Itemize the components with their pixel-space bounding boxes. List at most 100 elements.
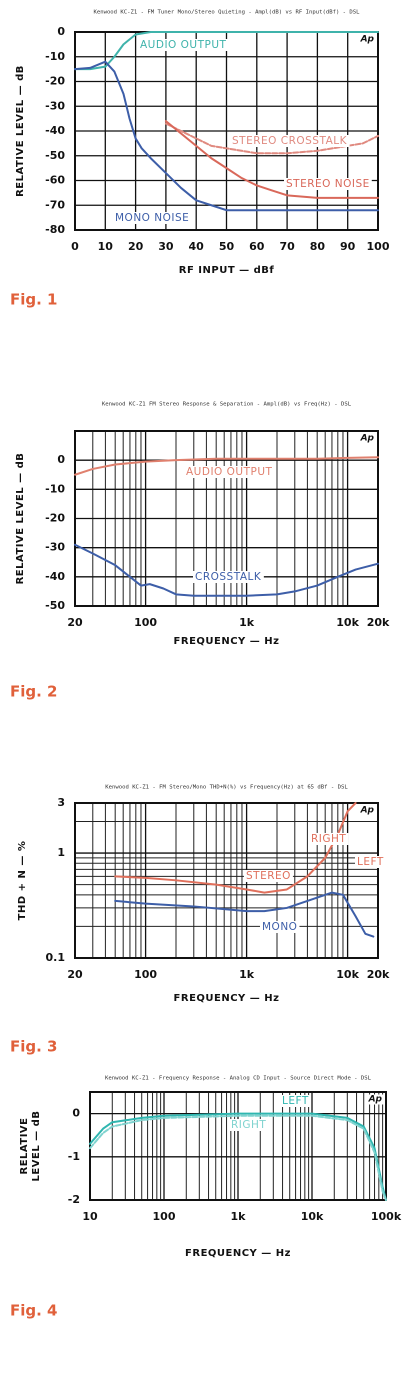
x-tick-label: 20k	[367, 616, 390, 629]
label-background	[355, 856, 386, 868]
x-tick-label: 1k	[231, 1210, 247, 1223]
x-tick-label: 10k	[301, 1210, 324, 1223]
y-axis-label: THD + N — %	[17, 841, 28, 921]
label-background	[280, 1095, 311, 1107]
y-tick-label: 1	[57, 846, 65, 859]
label-background	[138, 39, 229, 51]
y-tick-label: -50	[45, 149, 65, 162]
logo: Ap	[360, 434, 375, 444]
x-tick-label: 100k	[371, 1210, 402, 1223]
y-axis-label: RELATIVE	[19, 1118, 30, 1175]
x-tick-label: 50	[219, 240, 235, 253]
x-axis-label: RF INPUT — dBf	[179, 265, 275, 276]
series-label: AUDIO OUTPUT	[186, 466, 273, 478]
x-tick-label: 0	[71, 240, 79, 253]
x-tick-label: 20k	[367, 968, 390, 981]
series-label: MONO NOISE	[115, 212, 189, 224]
x-tick-label: 100	[134, 616, 157, 629]
x-tick-label: 80	[310, 240, 326, 253]
chart-title: Kenwood KC-Z1 FM Stereo Response & Separ…	[102, 402, 352, 408]
label-background	[184, 466, 275, 478]
x-axis-label: FREQUENCY — Hz	[174, 636, 280, 647]
y-tick-label: 0	[57, 453, 65, 466]
x-tick-label: 100	[134, 968, 157, 981]
chart-title: Kenwood KC-Z1 - Frequency Response - Ana…	[105, 1076, 372, 1082]
x-tick-label: 90	[340, 240, 356, 253]
label-background	[229, 1119, 269, 1131]
y-tick-label: -10	[45, 50, 65, 63]
annotation: RIGHT	[311, 833, 346, 845]
label-background	[244, 870, 293, 882]
label-background	[309, 833, 349, 845]
y-axis-label: RELATIVE LEVEL — dB	[15, 65, 26, 197]
x-axis-label: FREQUENCY — Hz	[174, 993, 280, 1004]
series-label: LEFT	[282, 1095, 309, 1107]
y-tick-label: -60	[45, 174, 65, 187]
label-background	[230, 135, 350, 147]
y-tick-label: -50	[45, 599, 65, 612]
chart-title: Kenwood KC-Z1 - FM Stereo/Mono THD+N(%) …	[105, 785, 348, 791]
x-tick-label: 10	[98, 240, 114, 253]
x-tick-label: 20	[67, 616, 83, 629]
y-tick-label: -80	[45, 223, 65, 236]
x-tick-label: 100	[367, 240, 390, 253]
y-tick-label: 0	[57, 25, 65, 38]
label-background	[260, 921, 300, 933]
series-label: AUDIO OUTPUT	[140, 39, 227, 51]
figure-caption: Fig. 3	[10, 1038, 57, 1056]
x-tick-label: 20	[128, 240, 144, 253]
x-tick-label: 100	[153, 1210, 176, 1223]
label-background	[193, 571, 264, 583]
x-tick-label: 40	[189, 240, 205, 253]
series-line	[89, 1112, 387, 1201]
x-tick-label: 10k	[336, 616, 359, 629]
series-line	[164, 120, 379, 199]
y-tick-label: 0.1	[46, 951, 66, 964]
label-background	[357, 34, 377, 45]
plot-frame	[74, 802, 379, 959]
series-label: CROSSTALK	[195, 571, 262, 583]
x-tick-label: 10k	[336, 968, 359, 981]
x-tick-label: 10	[82, 1210, 98, 1223]
series-line	[74, 31, 379, 71]
series-line	[74, 60, 379, 212]
logo: Ap	[360, 806, 375, 816]
series-label: STEREO	[246, 870, 291, 882]
y-tick-label: -10	[45, 482, 65, 495]
y-tick-label: -40	[45, 124, 65, 137]
x-tick-label: 60	[249, 240, 265, 253]
x-tick-label: 20	[67, 968, 83, 981]
series-line	[114, 802, 357, 894]
annotation: LEFT	[357, 856, 384, 868]
series-label: MONO	[262, 921, 297, 933]
y-tick-label: -30	[45, 541, 65, 554]
x-tick-label: 1k	[239, 616, 255, 629]
label-background	[365, 1094, 385, 1105]
plot-frame	[89, 1091, 387, 1201]
y-axis-label: RELATIVE LEVEL — dB	[15, 453, 26, 585]
y-tick-label: 3	[57, 796, 65, 809]
figure-caption: Fig. 4	[10, 1302, 57, 1320]
x-tick-label: 30	[158, 240, 174, 253]
series-line	[89, 1114, 387, 1201]
y-tick-label: -1	[68, 1150, 80, 1163]
series-line	[164, 122, 379, 155]
series-line	[114, 891, 375, 938]
label-background	[357, 433, 377, 444]
y-tick-label: -70	[45, 198, 65, 211]
logo: Ap	[360, 35, 375, 45]
figure-caption: Fig. 2	[10, 683, 57, 701]
plot-frame	[74, 430, 379, 607]
series-label: RIGHT	[231, 1119, 266, 1131]
y-tick-label: -20	[45, 512, 65, 525]
chart-title: Kenwood KC-Z1 - FM Tuner Mono/Stereo Qui…	[93, 10, 360, 16]
x-tick-label: 1k	[239, 968, 255, 981]
y-tick-label: -30	[45, 99, 65, 112]
label-background	[357, 805, 377, 816]
label-background	[113, 212, 192, 224]
y-tick-label: -40	[45, 570, 65, 583]
x-tick-label: 70	[279, 240, 295, 253]
logo: Ap	[368, 1095, 383, 1105]
figure-caption: Fig. 1	[10, 291, 57, 309]
